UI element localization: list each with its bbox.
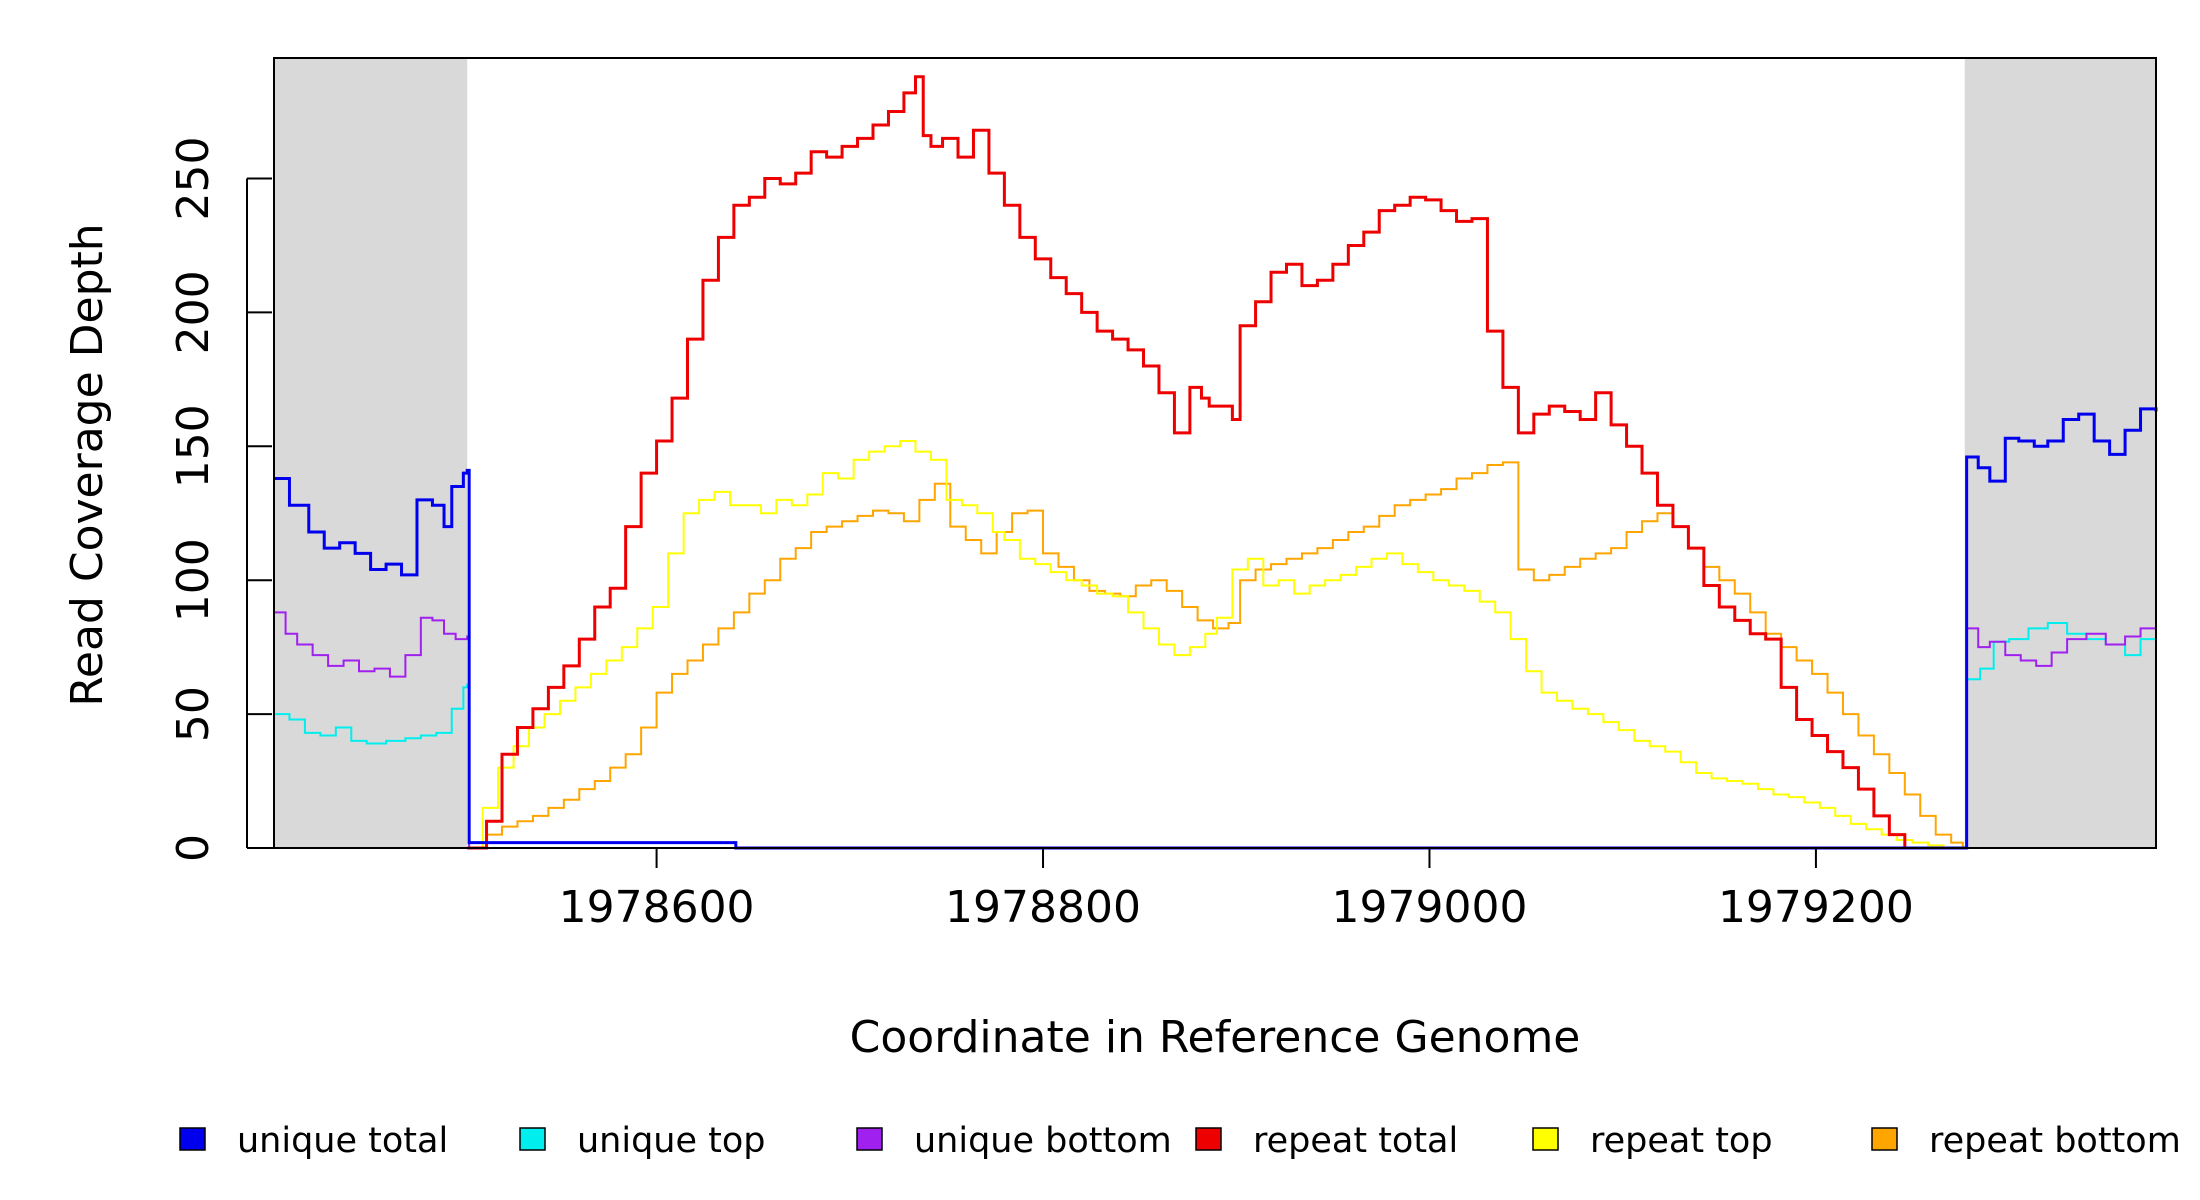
series-line-repeat-top — [467, 439, 1963, 849]
legend-swatch — [1871, 1127, 1898, 1151]
y-tick-label: 250 — [168, 137, 219, 221]
legend-label: repeat bottom — [1929, 1121, 2181, 1161]
legend-entry-unique-bottom: unique bottom — [856, 1121, 1172, 1161]
legend-label: unique top — [577, 1121, 766, 1161]
shaded-region-flank-left — [274, 58, 468, 848]
legend-entry-repeat-total: repeat total — [1195, 1121, 1458, 1161]
legend-entry-repeat-bottom: repeat bottom — [1871, 1121, 2181, 1161]
legend-label: repeat total — [1253, 1121, 1458, 1161]
legend-swatch — [856, 1127, 883, 1151]
y-tick-label: 150 — [168, 404, 219, 488]
legend-swatch — [519, 1127, 546, 1151]
y-axis-title: Read Coverage Depth — [62, 223, 113, 706]
series-line-repeat-bottom — [467, 461, 2156, 849]
y-axis: 0 50 100 150 200 250 — [168, 137, 274, 862]
legend: unique total unique top unique bottom repea… — [179, 1121, 2181, 1161]
legend-swatch — [1195, 1127, 1222, 1151]
x-axis: 1978600 1978800 1979000 1979200 — [559, 848, 1914, 933]
y-tick-label: 100 — [168, 538, 219, 622]
x-axis-title: Coordinate in Reference Genome — [850, 1012, 1581, 1063]
legend-label: unique bottom — [914, 1121, 1172, 1161]
legend-label: repeat top — [1590, 1121, 1773, 1161]
series-line-repeat-total — [467, 75, 1965, 850]
x-tick-label: 1979200 — [1718, 882, 1914, 933]
legend-label: unique total — [237, 1121, 448, 1161]
x-tick-label: 1979000 — [1331, 882, 1527, 933]
legend-entry-unique-total: unique total — [179, 1121, 448, 1161]
plot-frame — [273, 57, 2157, 849]
legend-entry-repeat-top: repeat top — [1532, 1121, 1773, 1161]
legend-swatch — [1532, 1127, 1559, 1151]
series-line-unique-total — [274, 407, 2158, 850]
shaded-region-flank-right — [1964, 58, 2156, 848]
legend-entry-unique-top: unique top — [519, 1121, 766, 1161]
legend-swatch — [179, 1127, 206, 1151]
x-tick-label: 1978600 — [559, 882, 755, 933]
y-tick-label: 0 — [168, 834, 219, 862]
y-tick-label: 200 — [168, 270, 219, 354]
y-tick-label: 50 — [168, 686, 219, 742]
flank-shading — [274, 58, 2156, 848]
series-lines — [274, 75, 2158, 850]
x-tick-label: 1978800 — [945, 882, 1141, 933]
